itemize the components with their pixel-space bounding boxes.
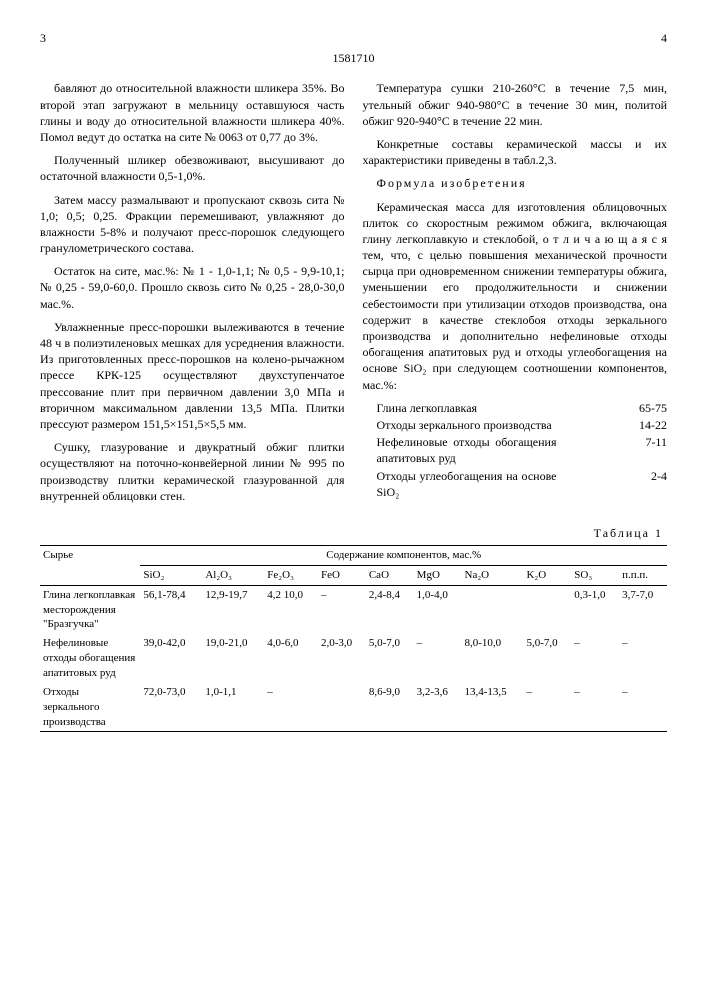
component-row: Глина легкоплавкая 65-75	[363, 400, 668, 416]
table-row: Глина легкоплавкая месторождения "Бразгу…	[40, 585, 667, 634]
body-paragraph: бавляют до относительной влажности шлике…	[40, 80, 345, 145]
page-number-left: 3	[40, 30, 46, 46]
table-cell: 1,0-4,0	[414, 585, 462, 634]
table-cell	[318, 683, 366, 732]
table-cell: 1,0-1,1	[202, 683, 264, 732]
table-row-name: Отходы зеркального производства	[40, 683, 140, 732]
table-header-span: Содержание компонентов, мас.%	[140, 546, 667, 566]
table-cell: 0,3-1,0	[571, 585, 619, 634]
component-value: 14-22	[629, 417, 667, 433]
component-row: Нефелиновые отходы обогащения апатитовых…	[363, 434, 668, 466]
table-cell: –	[318, 585, 366, 634]
body-paragraph: Сушку, глазурование и двукратный обжиг п…	[40, 439, 345, 504]
table-cell	[523, 585, 571, 634]
table-column-header: CaO	[366, 565, 414, 585]
body-paragraph: Увлажненные пресс-порошки вылеживаются в…	[40, 319, 345, 432]
component-row: Отходы зеркального производства 14-22	[363, 417, 668, 433]
table-cell: 4,2 10,0	[264, 585, 318, 634]
component-label: Отходы углеобогащения на основе SiO₂	[363, 468, 557, 500]
table-column-header: MgO	[414, 565, 462, 585]
table-cell: 3,7-7,0	[619, 585, 667, 634]
table-cell: –	[571, 683, 619, 732]
body-paragraph: Полученный шликер обезвоживают, высушива…	[40, 152, 345, 184]
table-cell	[462, 585, 524, 634]
table-cell: 39,0-42,0	[140, 634, 202, 683]
left-column: бавляют до относительной влажности шлике…	[40, 80, 345, 511]
table-cell: –	[264, 683, 318, 732]
table-column-header: Fe₂O₃	[264, 565, 318, 585]
table-cell: 12,9-19,7	[202, 585, 264, 634]
right-column: Температура сушки 210-260°С в течение 7,…	[363, 80, 668, 511]
table-row-name: Глина легкоплавкая месторождения "Бразгу…	[40, 585, 140, 634]
table-cell: –	[571, 634, 619, 683]
body-paragraph: Затем массу размалывают и пропускают скв…	[40, 192, 345, 257]
two-column-body: бавляют до относительной влажности шлике…	[40, 80, 667, 511]
table-cell: 3,2-3,6	[414, 683, 462, 732]
table-column-header: Na₂O	[462, 565, 524, 585]
table-column-header: SiO₂	[140, 565, 202, 585]
table-cell: 19,0-21,0	[202, 634, 264, 683]
table-cell: 8,0-10,0	[462, 634, 524, 683]
table-cell: 72,0-73,0	[140, 683, 202, 732]
claim-paragraph: Керамическая масса для изготовления обли…	[363, 199, 668, 393]
document-number: 1581710	[40, 50, 667, 66]
table-row: Нефелиновые отходы обогащения апатитовых…	[40, 634, 667, 683]
table-cell: 8,6-9,0	[366, 683, 414, 732]
table-column-header: K₂O	[523, 565, 571, 585]
table-cell: 4,0-6,0	[264, 634, 318, 683]
table-cell: –	[523, 683, 571, 732]
table-column-header: Al₂O₃	[202, 565, 264, 585]
component-label: Глина легкоплавкая	[363, 400, 478, 416]
component-row: Отходы углеобогащения на основе SiO₂ 2-4	[363, 468, 668, 500]
table-cell: 2,4-8,4	[366, 585, 414, 634]
table-column-header: SO₃	[571, 565, 619, 585]
table-column-header: FeO	[318, 565, 366, 585]
table-cell: –	[619, 634, 667, 683]
formula-heading: Формула изобретения	[363, 175, 668, 191]
table-cell: 5,0-7,0	[366, 634, 414, 683]
table-cell: 2,0-3,0	[318, 634, 366, 683]
component-value: 7-11	[635, 434, 667, 466]
page-numbers: 3 4	[40, 30, 667, 46]
table-row-name: Нефелиновые отходы обогащения апатитовых…	[40, 634, 140, 683]
component-label: Отходы зеркального производства	[363, 417, 552, 433]
table-cell: 5,0-7,0	[523, 634, 571, 683]
table-header-material: Сырье	[40, 546, 140, 586]
component-list: Глина легкоплавкая65-75Отходы зеркальног…	[363, 400, 668, 500]
table-column-header: п.п.п.	[619, 565, 667, 585]
body-paragraph: Температура сушки 210-260°С в течение 7,…	[363, 80, 668, 129]
body-paragraph: Конкретные составы керамической массы и …	[363, 136, 668, 168]
table-cell: 13,4-13,5	[462, 683, 524, 732]
component-value: 2-4	[641, 468, 667, 500]
page-number-right: 4	[661, 30, 667, 46]
composition-table: Сырье Содержание компонентов, мас.% SiO₂…	[40, 545, 667, 732]
component-value: 65-75	[629, 400, 667, 416]
table-cell: 56,1-78,4	[140, 585, 202, 634]
component-label: Нефелиновые отходы обогащения апатитовых…	[363, 434, 557, 466]
table-caption: Таблица 1	[40, 525, 663, 541]
table-row: Отходы зеркального производства72,0-73,0…	[40, 683, 667, 732]
table-cell: –	[619, 683, 667, 732]
table-cell: –	[414, 634, 462, 683]
body-paragraph: Остаток на сите, мас.%: № 1 - 1,0-1,1; №…	[40, 263, 345, 312]
